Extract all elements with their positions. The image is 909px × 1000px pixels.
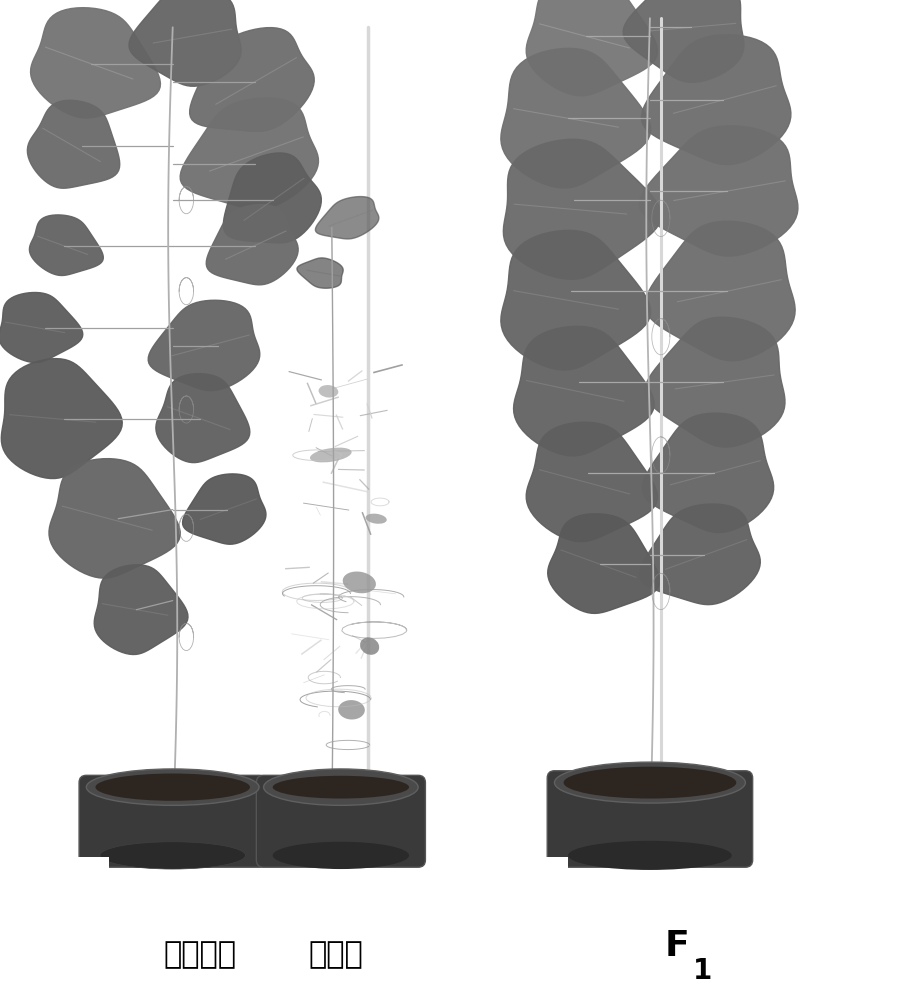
Ellipse shape [86, 769, 259, 805]
Polygon shape [639, 126, 798, 256]
FancyBboxPatch shape [547, 771, 753, 867]
Bar [27, 857, 109, 874]
Polygon shape [640, 504, 760, 605]
Ellipse shape [318, 385, 338, 398]
Polygon shape [642, 35, 791, 165]
Polygon shape [1, 359, 123, 479]
Ellipse shape [273, 776, 409, 799]
Polygon shape [49, 459, 180, 578]
Polygon shape [315, 197, 379, 239]
Bar [486, 857, 568, 874]
Polygon shape [224, 153, 321, 243]
FancyBboxPatch shape [256, 775, 425, 867]
Polygon shape [190, 28, 315, 131]
Text: 雪里红: 雪里红 [309, 940, 364, 970]
Ellipse shape [554, 762, 745, 803]
Ellipse shape [360, 637, 379, 655]
Ellipse shape [95, 774, 250, 801]
Polygon shape [0, 293, 83, 363]
Ellipse shape [264, 769, 418, 805]
Ellipse shape [273, 842, 409, 869]
Polygon shape [504, 139, 661, 279]
Bar [453, 0, 459, 910]
Polygon shape [155, 374, 250, 463]
Ellipse shape [343, 572, 376, 593]
Polygon shape [501, 230, 651, 370]
Polygon shape [95, 565, 188, 655]
Polygon shape [206, 205, 298, 285]
Polygon shape [148, 300, 260, 391]
Ellipse shape [338, 700, 365, 720]
Polygon shape [526, 0, 657, 96]
Polygon shape [526, 422, 657, 542]
Polygon shape [129, 0, 241, 86]
Ellipse shape [365, 514, 386, 524]
Polygon shape [297, 258, 344, 288]
Text: F: F [664, 929, 690, 963]
Polygon shape [645, 221, 795, 361]
Polygon shape [644, 317, 785, 447]
Polygon shape [27, 100, 120, 188]
Polygon shape [31, 8, 161, 118]
Polygon shape [643, 413, 774, 533]
Ellipse shape [568, 841, 732, 870]
Polygon shape [183, 474, 266, 544]
Polygon shape [29, 215, 104, 276]
Ellipse shape [564, 767, 736, 799]
Text: 花皮梢瓜: 花皮梢瓜 [164, 940, 236, 970]
Polygon shape [548, 514, 660, 613]
FancyBboxPatch shape [79, 775, 266, 867]
Ellipse shape [100, 842, 245, 869]
Ellipse shape [310, 448, 352, 462]
Polygon shape [180, 98, 318, 209]
Polygon shape [501, 48, 651, 188]
Polygon shape [514, 326, 654, 456]
Text: 1: 1 [693, 957, 713, 985]
Polygon shape [623, 0, 744, 82]
